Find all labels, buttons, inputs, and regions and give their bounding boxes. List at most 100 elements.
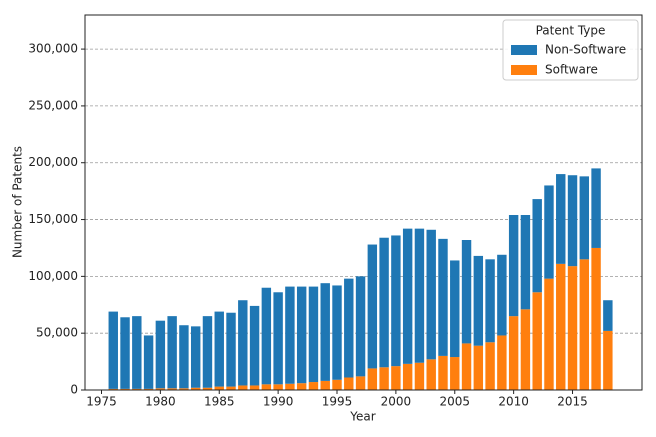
y-tick-label: 200,000 bbox=[28, 155, 78, 169]
bar bbox=[356, 376, 365, 390]
y-tick-label: 0 bbox=[70, 383, 78, 397]
y-tick-label: 100,000 bbox=[28, 269, 78, 283]
x-tick-label: 1985 bbox=[204, 395, 235, 409]
bar bbox=[226, 313, 235, 387]
bar bbox=[403, 364, 412, 390]
bar bbox=[544, 279, 553, 390]
bar bbox=[273, 384, 282, 390]
bar bbox=[580, 259, 589, 390]
bar bbox=[215, 387, 224, 390]
bar bbox=[309, 382, 318, 390]
bar bbox=[544, 185, 553, 278]
bar bbox=[438, 239, 447, 356]
x-tick-label: 2000 bbox=[381, 395, 412, 409]
bar bbox=[120, 317, 129, 389]
bar bbox=[474, 346, 483, 390]
x-tick-label: 2015 bbox=[557, 395, 588, 409]
bar bbox=[603, 300, 612, 331]
bar bbox=[568, 266, 577, 390]
bar bbox=[485, 342, 494, 390]
bar bbox=[368, 368, 377, 390]
bar bbox=[309, 287, 318, 382]
y-tick-label: 50,000 bbox=[36, 326, 78, 340]
bar bbox=[462, 240, 471, 343]
bar bbox=[250, 306, 259, 386]
x-tick-label: 1990 bbox=[263, 395, 294, 409]
legend-swatch bbox=[511, 65, 537, 75]
bar bbox=[285, 287, 294, 384]
bar bbox=[285, 384, 294, 390]
bar bbox=[356, 276, 365, 376]
bar bbox=[509, 316, 518, 390]
bar bbox=[532, 292, 541, 390]
bar bbox=[462, 343, 471, 390]
x-tick-label: 1995 bbox=[322, 395, 353, 409]
bar bbox=[603, 331, 612, 390]
bar bbox=[580, 176, 589, 259]
legend-label: Software bbox=[545, 63, 598, 77]
bar bbox=[391, 235, 400, 366]
x-tick-label: 2010 bbox=[498, 395, 529, 409]
bar bbox=[415, 229, 424, 363]
legend-swatch bbox=[511, 45, 537, 55]
y-tick-label: 150,000 bbox=[28, 212, 78, 226]
bar bbox=[427, 230, 436, 360]
bar bbox=[379, 238, 388, 368]
bar bbox=[591, 248, 600, 390]
x-tick-label: 1975 bbox=[86, 395, 117, 409]
bar bbox=[156, 321, 165, 389]
bar bbox=[438, 356, 447, 390]
bar bbox=[191, 326, 200, 387]
bar bbox=[391, 366, 400, 390]
bar bbox=[521, 215, 530, 309]
bar bbox=[238, 385, 247, 390]
bar bbox=[215, 312, 224, 387]
bar bbox=[509, 215, 518, 316]
bar bbox=[226, 387, 235, 390]
bar bbox=[238, 300, 247, 385]
bar bbox=[450, 357, 459, 390]
legend-title: Patent Type bbox=[536, 24, 606, 38]
bar bbox=[262, 288, 271, 385]
legend-label: Non-Software bbox=[545, 43, 626, 57]
bar bbox=[497, 255, 506, 336]
bar bbox=[497, 335, 506, 390]
y-axis-label: Number of Patents bbox=[11, 146, 25, 258]
bar bbox=[532, 199, 541, 292]
bar bbox=[109, 312, 118, 389]
bar bbox=[144, 335, 153, 388]
y-tick-label: 300,000 bbox=[28, 42, 78, 56]
bar bbox=[250, 385, 259, 390]
bar bbox=[344, 378, 353, 391]
bar bbox=[179, 325, 188, 388]
bar bbox=[368, 245, 377, 369]
x-tick-label: 2005 bbox=[439, 395, 470, 409]
bar bbox=[379, 367, 388, 390]
bar bbox=[450, 260, 459, 357]
bar bbox=[521, 309, 530, 390]
bar bbox=[591, 168, 600, 248]
bar bbox=[167, 316, 176, 388]
y-tick-label: 250,000 bbox=[28, 98, 78, 112]
bar bbox=[297, 287, 306, 384]
bar bbox=[485, 259, 494, 342]
bar bbox=[132, 316, 141, 389]
x-axis-label: Year bbox=[349, 410, 375, 424]
bar bbox=[332, 285, 341, 379]
bar bbox=[556, 264, 565, 390]
bar bbox=[403, 229, 412, 364]
bar bbox=[415, 363, 424, 390]
bar bbox=[297, 383, 306, 390]
bar bbox=[332, 380, 341, 390]
bar bbox=[427, 359, 436, 390]
bar bbox=[203, 316, 212, 388]
bar bbox=[556, 174, 565, 264]
bar bbox=[344, 279, 353, 378]
bar bbox=[273, 292, 282, 384]
bar bbox=[568, 175, 577, 266]
bar bbox=[321, 283, 330, 381]
bar bbox=[262, 384, 271, 390]
x-tick-label: 1980 bbox=[145, 395, 176, 409]
bar bbox=[474, 256, 483, 346]
